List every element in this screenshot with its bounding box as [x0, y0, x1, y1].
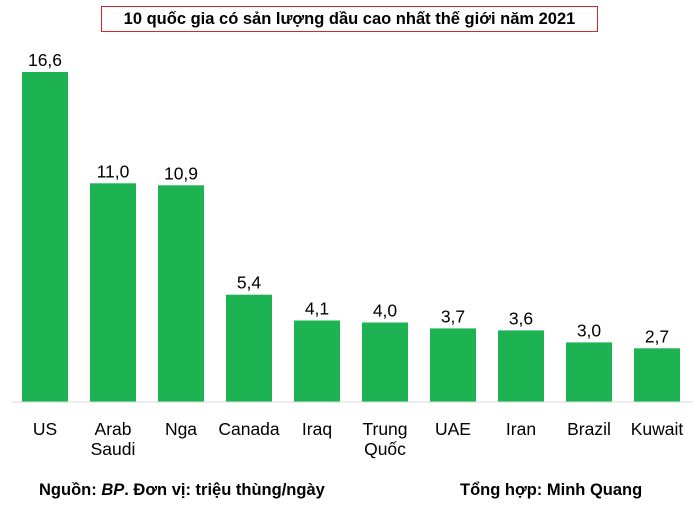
data-label: 4,0: [373, 301, 398, 321]
value-labels-layer: 16,6 11,0 10,9 5,4 4,1 4,0 3,7 3,6 3,0 2,7: [28, 50, 669, 346]
data-label: 11,0: [97, 161, 130, 181]
chart-title: 10 quốc gia có sản lượng dầu cao nhất th…: [101, 6, 598, 32]
category-label: Iran: [506, 419, 536, 439]
bar: [566, 342, 612, 402]
category-label: Quốc: [364, 439, 406, 459]
category-label: Iraq: [302, 419, 332, 439]
data-label: 4,1: [305, 299, 329, 319]
bar: [294, 320, 340, 402]
data-label: 2,7: [645, 326, 669, 346]
bar: [158, 185, 204, 402]
bar: [430, 328, 476, 402]
category-label: US: [33, 419, 57, 439]
category-label: Canada: [218, 419, 280, 439]
compiled-by-note: Tổng hợp: Minh Quang: [460, 481, 643, 499]
category-label: Kuwait: [631, 419, 684, 439]
source-name: BP: [101, 481, 125, 499]
data-label: 3,7: [441, 306, 465, 326]
data-label: 5,4: [237, 273, 262, 293]
bar: [226, 294, 272, 402]
bar: [90, 183, 136, 402]
source-note: Nguồn: BP. Đơn vị: triệu thùng/ngày: [39, 481, 325, 500]
bars-layer: [22, 72, 680, 402]
category-label: Trung: [362, 419, 407, 439]
category-label: Nga: [165, 419, 197, 439]
category-label: Arab: [95, 419, 132, 439]
bar: [22, 72, 68, 402]
data-label: 3,0: [577, 320, 602, 340]
bar: [362, 322, 408, 402]
category-label: Brazil: [567, 419, 611, 439]
bar-chart: 16,6 11,0 10,9 5,4 4,1 4,0 3,7 3,6 3,0 2,7 US Arab…: [12, 50, 693, 459]
source-suffix: . Đơn vị: triệu thùng/ngày: [124, 481, 325, 499]
data-label: 16,6: [28, 50, 62, 70]
category-label: UAE: [435, 419, 471, 439]
bar: [498, 330, 544, 402]
data-label: 10,9: [164, 163, 198, 183]
category-label: Saudi: [91, 439, 136, 459]
source-prefix: Nguồn:: [39, 481, 102, 499]
bar: [634, 348, 680, 402]
data-label: 3,6: [509, 308, 533, 328]
